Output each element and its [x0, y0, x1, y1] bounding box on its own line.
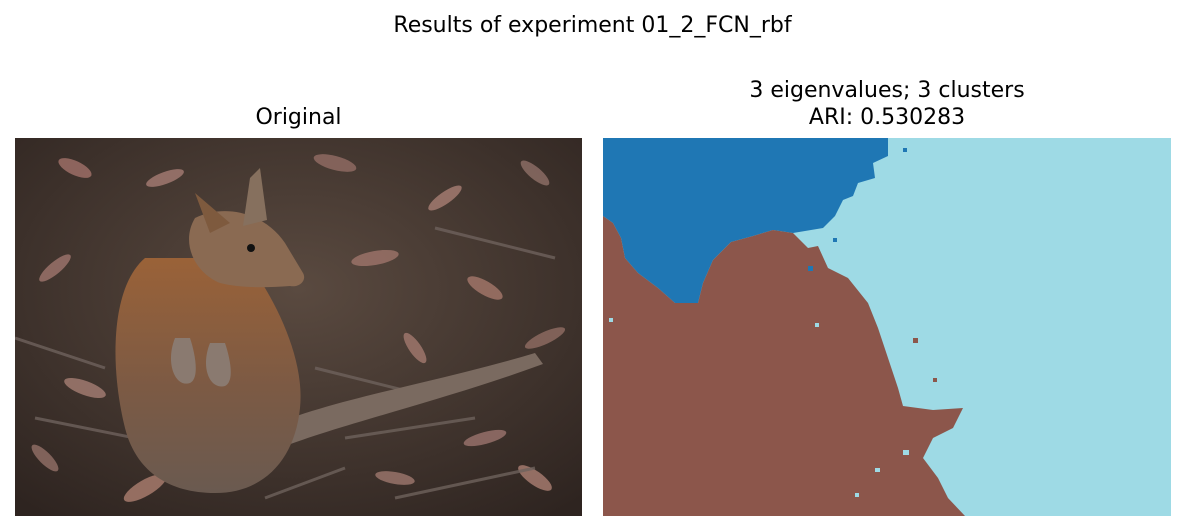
segmentation-title-line1: 3 eigenvalues; 3 clusters: [749, 78, 1025, 103]
cluster-map: [603, 138, 1171, 516]
wallaby-eye: [247, 244, 255, 252]
cluster-noise-speckles: [609, 148, 937, 497]
wallaby-head: [189, 211, 305, 288]
wallaby-tail: [265, 353, 543, 448]
wallaby-ear-left: [195, 193, 230, 233]
figure-title: Results of experiment 01_2_FCN_rbf: [393, 13, 792, 38]
wallaby-photo: [15, 138, 582, 516]
wallaby-body: [115, 258, 301, 493]
cluster-blue-region: [603, 138, 888, 303]
segmentation-title-line2: ARI: 0.530283: [808, 105, 966, 130]
segmentation-map: [603, 138, 1171, 516]
cluster-brown-region: [603, 216, 965, 516]
wallaby-ear-right: [243, 168, 267, 226]
original-image: [15, 138, 582, 516]
leaf-litter: [31, 154, 566, 502]
segmentation-title: 3 eigenvalues; 3 clusters ARI: 0.530283: [603, 77, 1171, 131]
original-image-title: Original: [255, 105, 342, 130]
